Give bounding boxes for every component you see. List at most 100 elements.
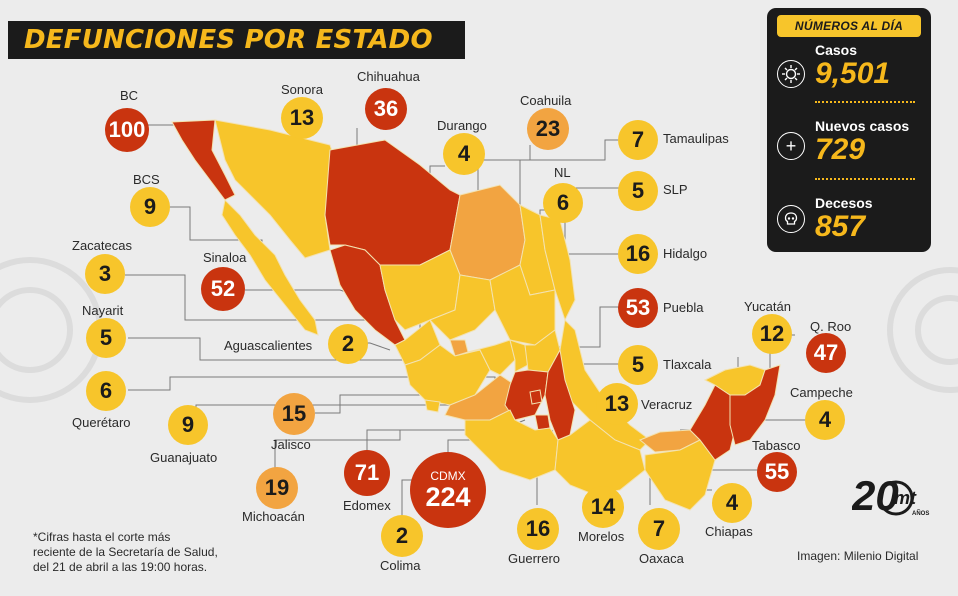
stat-label-nuevos: Nuevos casos — [815, 118, 910, 134]
state-bubble-cdmx: CDMX 224 — [410, 452, 486, 528]
state-value-veracruz: 13 — [596, 383, 638, 425]
state-label-hidalgo: Hidalgo — [663, 246, 708, 261]
state-label-tabasco: Tabasco — [752, 438, 801, 453]
state-label-oaxaca: Oaxaca — [639, 551, 684, 566]
footnote: *Cifras hasta el corte más reciente de l… — [33, 530, 263, 575]
svg-text:20: 20 — [852, 472, 899, 519]
footnote-line: *Cifras hasta el corte más — [33, 530, 171, 544]
state-label-jalisco: Jalisco — [271, 437, 311, 452]
state-label-guerrero: Guerrero — [508, 551, 561, 566]
state-value-tamaulipas: 7 — [618, 120, 658, 160]
state-value-qroo: 47 — [806, 333, 846, 373]
state-label-tamaulipas: Tamaulipas — [663, 131, 729, 146]
state-value-puebla: 53 — [618, 288, 658, 328]
state-label-bcs: BCS — [133, 172, 160, 187]
state-value-chihuahua: 36 — [365, 88, 407, 130]
state-label-slp: SLP — [663, 182, 688, 197]
state-label-nl: NL — [554, 165, 571, 180]
stat-value-nuevos: 729 — [815, 133, 866, 166]
state-label-durango: Durango — [437, 118, 487, 133]
state-label-michoacan: Michoacán — [242, 509, 305, 524]
state-label-veracruz: Veracruz — [641, 397, 693, 412]
state-value-coahuila: 23 — [527, 108, 569, 150]
state-label-colima: Colima — [380, 558, 421, 573]
state-shape-coahuila — [449, 184, 526, 281]
state-label-morelos: Morelos — [578, 529, 625, 544]
state-value-sonora: 13 — [281, 97, 323, 139]
state-shape-qroo — [729, 364, 781, 446]
state-value-aguascalientes: 2 — [328, 324, 368, 364]
state-value-zacatecas: 3 — [85, 254, 125, 294]
state-shape-chiapas — [644, 439, 716, 511]
milenio-20-anos-logo: 20 mt AÑOS — [852, 472, 929, 519]
state-label-coahuila: Coahuila — [520, 93, 572, 108]
state-shape-bc — [171, 119, 236, 201]
stat-label-casos: Casos — [815, 42, 858, 58]
state-value-campeche: 4 — [805, 400, 845, 440]
state-value-hidalgo: 16 — [618, 234, 658, 274]
state-value-oaxaca: 7 — [638, 508, 680, 550]
divider — [815, 101, 915, 103]
virus-icon — [777, 60, 805, 88]
state-value-jalisco: 15 — [273, 393, 315, 435]
state-label-cdmx: CDMX — [430, 469, 466, 483]
state-shape-queretaro — [509, 339, 529, 373]
state-value-edomex: 71 — [344, 450, 390, 496]
divider — [815, 178, 915, 180]
page-title: DEFUNCIONES POR ESTADO — [24, 25, 433, 55]
svg-text:mt: mt — [894, 488, 917, 508]
state-shape-morelos — [534, 414, 551, 431]
state-shape-cdmx — [529, 389, 543, 405]
footnote-line: reciente de la Secretaría de Salud, — [33, 545, 218, 559]
state-shape-veracruz — [559, 318, 651, 451]
state-value-morelos: 14 — [582, 486, 624, 528]
state-value-queretaro: 6 — [86, 371, 126, 411]
states-shapes — [171, 119, 781, 511]
state-value-guerrero: 16 — [517, 508, 559, 550]
state-value-guanajuato: 9 — [168, 405, 208, 445]
state-label-sonora: Sonora — [281, 82, 323, 97]
stats-panel: NÚMEROS AL DÍA Casos 9,501 + Nuevos caso… — [767, 8, 931, 252]
state-value-nayarit: 5 — [86, 318, 126, 358]
state-label-guanajuato: Guanajuato — [150, 450, 218, 465]
state-value-michoacan: 19 — [256, 467, 298, 509]
stat-value-casos: 9,501 — [815, 57, 891, 90]
skull-icon — [777, 205, 805, 233]
stat-label-decesos: Decesos — [815, 195, 873, 211]
state-value-colima: 2 — [381, 515, 423, 557]
state-label-queretaro: Querétaro — [72, 415, 131, 430]
state-label-chiapas: Chiapas — [705, 524, 753, 539]
state-value-chiapas: 4 — [712, 483, 752, 523]
state-label-zacatecas: Zacatecas — [72, 238, 132, 253]
state-value-nl: 6 — [543, 183, 583, 223]
state-label-campeche: Campeche — [790, 385, 853, 400]
svg-text:AÑOS: AÑOS — [912, 510, 929, 517]
stat-value-decesos: 857 — [815, 210, 866, 243]
title-banner — [8, 21, 465, 59]
state-label-sinaloa: Sinaloa — [203, 250, 247, 265]
state-value-durango: 4 — [443, 133, 485, 175]
state-shape-colima — [424, 399, 441, 413]
state-value-bc: 100 — [105, 108, 149, 152]
image-credit: Imagen: Milenio Digital — [797, 549, 919, 563]
state-shape-sonora — [214, 119, 336, 259]
state-value-yucatan: 12 — [752, 314, 792, 354]
state-value-tabasco: 55 — [757, 452, 797, 492]
state-shape-tamaulipas — [539, 214, 576, 322]
state-label-tlaxcala: Tlaxcala — [663, 357, 712, 372]
state-label-chihuahua: Chihuahua — [357, 69, 420, 84]
state-shape-bcs — [221, 198, 319, 336]
state-shape-sinaloa — [329, 244, 406, 346]
panel-title: NÚMEROS AL DÍA — [777, 15, 921, 37]
state-value-tlaxcala: 5 — [618, 345, 658, 385]
state-value-cdmx: 224 — [425, 482, 471, 512]
state-label-qroo: Q. Roo — [810, 319, 852, 334]
state-value-sinaloa: 52 — [201, 267, 245, 311]
footnote-line: del 21 de abril a las 19:00 horas. — [33, 560, 208, 574]
plus-icon: + — [777, 132, 805, 160]
state-label-yucatan: Yucatán — [744, 299, 791, 314]
state-label-nayarit: Nayarit — [82, 303, 124, 318]
state-label-aguascalientes: Aguascalientes — [224, 338, 313, 353]
